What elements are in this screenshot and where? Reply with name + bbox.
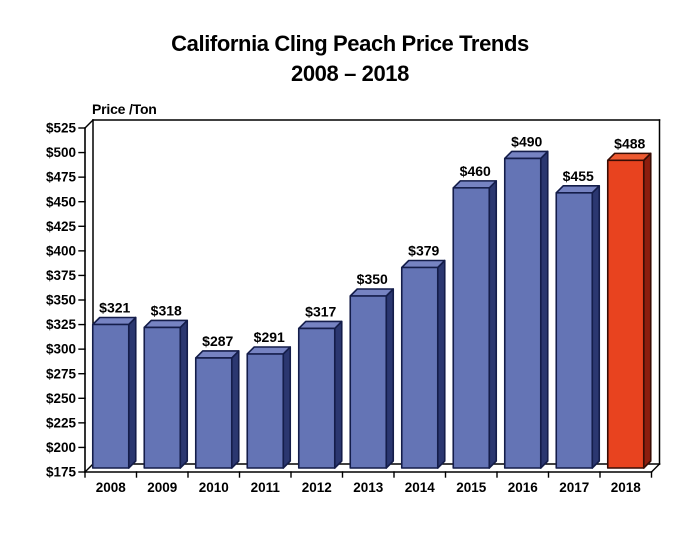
y-tick-label: $425 (46, 219, 77, 234)
y-tick-label: $475 (46, 170, 77, 185)
corner-diagonal-bottom-right (650, 463, 661, 473)
y-tick-label: $225 (46, 415, 77, 430)
bar-top-face (452, 180, 498, 189)
bar-top-face (400, 259, 446, 269)
bar-2011 (246, 346, 292, 469)
y-tick-label: $450 (46, 194, 76, 209)
y-tick-label: $200 (46, 440, 76, 455)
bar-front-face (349, 295, 388, 469)
bar-front-face (297, 327, 336, 469)
y-tick-label: $250 (46, 391, 76, 406)
bar-top-face (503, 150, 549, 160)
bar-top-face (91, 316, 137, 326)
bar-front-face (400, 266, 439, 469)
y-tick-label: $500 (46, 145, 76, 160)
bar-2008 (91, 316, 137, 469)
x-tick-label: 2013 (353, 480, 384, 495)
bar-front-face (503, 157, 542, 469)
bar-side-face (385, 288, 395, 469)
y-tick-label: $400 (46, 243, 76, 258)
bar-value-label: $455 (563, 168, 594, 184)
y-tick-label: $300 (46, 342, 76, 357)
y-tick-label: $325 (46, 317, 77, 332)
y-axis-title: Price /Ton (92, 101, 157, 117)
x-tick-label: 2009 (147, 480, 177, 495)
bar-front-face (555, 192, 594, 469)
bar-2017 (555, 185, 601, 469)
bar-side-face (127, 316, 137, 469)
x-tick-label: 2008 (96, 480, 127, 495)
bar-side-face (436, 259, 446, 469)
bar-2010 (194, 350, 240, 469)
x-tick-label: 2011 (251, 480, 281, 495)
bar-value-label: $460 (460, 163, 491, 179)
bar-value-label: $321 (99, 300, 130, 316)
bar-2012 (297, 320, 343, 469)
bar-2018 (606, 152, 652, 469)
x-tick-label: 2014 (405, 480, 436, 495)
y-tick-label: $525 (46, 121, 77, 136)
bar-top-face (297, 320, 343, 330)
bar-side-face (591, 185, 601, 469)
y-tick-label: $275 (46, 366, 77, 381)
bar-2015 (452, 180, 498, 469)
corner-diagonal-bottom-left (84, 463, 94, 473)
bar-value-label: $317 (305, 303, 336, 319)
bar-2013 (349, 288, 395, 469)
x-tick-label: 2016 (508, 480, 539, 495)
bar-value-label: $291 (254, 329, 285, 345)
x-tick-label: 2017 (559, 480, 589, 495)
bar-front-face (606, 159, 645, 469)
bar-front-face (194, 357, 233, 469)
bar-2016 (503, 150, 549, 469)
bar-side-face (230, 350, 240, 469)
bar-side-face (488, 180, 498, 469)
bar-value-label: $379 (408, 242, 439, 258)
y-tick-label: $175 (46, 465, 77, 480)
y-tick-label: $375 (46, 268, 77, 283)
bar-side-face (333, 320, 343, 469)
bar-value-label: $490 (511, 133, 542, 149)
chart-title-line1: California Cling Peach Price Trends (171, 31, 529, 56)
bar-top-face (246, 346, 292, 355)
bar-value-label: $488 (614, 135, 645, 151)
bar-front-face (91, 323, 130, 469)
y-tick-label: $350 (46, 293, 76, 308)
x-tick-label: 2015 (456, 480, 487, 495)
bar-side-face (642, 152, 652, 469)
bar-top-face (606, 152, 652, 162)
bar-side-face (539, 150, 549, 469)
bar-value-label: $287 (202, 333, 233, 349)
bar-2014 (400, 259, 446, 469)
bar-front-face (246, 353, 285, 469)
bar-top-face (349, 288, 395, 297)
chart-title: California Cling Peach Price Trends 2008… (0, 29, 700, 89)
bar-top-face (194, 350, 240, 359)
bar-front-face (452, 187, 491, 469)
bar-top-face (555, 185, 601, 194)
chart-title-line2: 2008 – 2018 (291, 61, 409, 86)
bar-top-face (143, 319, 189, 329)
bar-side-face (179, 319, 189, 469)
bar-side-face (282, 346, 292, 469)
x-tick-label: 2010 (199, 480, 229, 495)
corner-diagonal-top-left (84, 119, 94, 129)
x-tick-label: 2012 (302, 480, 332, 495)
bar-2009 (143, 319, 189, 469)
bar-value-label: $350 (357, 271, 388, 287)
x-tick-label: 2018 (611, 480, 642, 495)
bar-value-label: $318 (151, 302, 182, 318)
bar-front-face (143, 326, 182, 469)
